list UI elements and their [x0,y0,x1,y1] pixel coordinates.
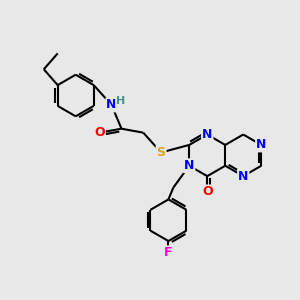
Text: N: N [238,169,248,183]
Text: S: S [157,146,166,159]
Text: N: N [184,159,194,172]
Text: N: N [202,128,212,141]
Text: O: O [94,126,105,139]
Text: N: N [106,98,117,111]
Text: N: N [256,138,266,152]
Text: H: H [116,96,125,106]
Text: O: O [202,185,212,199]
Text: F: F [164,246,173,260]
